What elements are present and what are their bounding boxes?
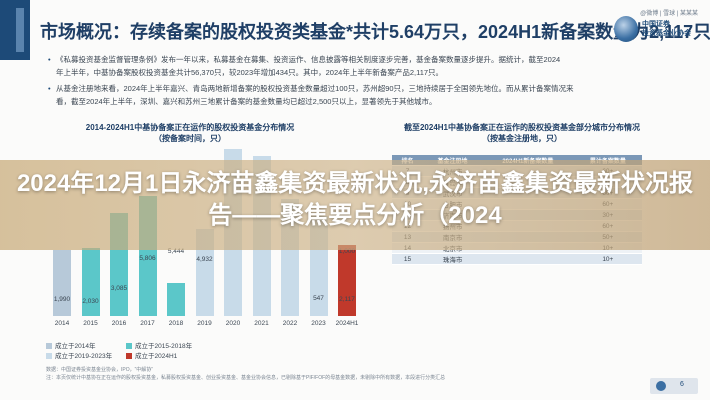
- legend-item-2014: 成立于2014年: [46, 340, 95, 350]
- bar-data-label: 1,000: [338, 248, 356, 255]
- page-title: 市场概况：存续备案的股权投资类基金*共计5.64万只，2024H1新备案数量为2…: [40, 22, 710, 42]
- bar-data-label: 2,117: [339, 296, 355, 303]
- right-chart-title-line-2: （按基金注册地，只）: [482, 134, 562, 143]
- table-cell: [482, 253, 574, 266]
- org-line-2: 投资基金业协会: [642, 30, 691, 37]
- bar: [338, 245, 356, 316]
- page-number: 6: [680, 381, 684, 388]
- legend-item-2024h1: 成立于2024H1: [126, 350, 177, 360]
- org-name: 中国证券 投资基金业协会: [642, 20, 691, 38]
- overlay-banner: [0, 160, 710, 250]
- left-chart-title: 2014-2024H1中基协备案正在运作的股权投资基金分布情况 （按备案时间，只…: [40, 122, 340, 144]
- summary-bullets: 《私募投资基金监督管理条例》发布一年以来，私募基金在募集、投资运作、信息披露等相…: [48, 54, 658, 108]
- bar-data-label: 547: [313, 295, 324, 302]
- bar-data-label: 3,085: [110, 285, 128, 292]
- bar: [195, 229, 214, 316]
- x-tick-label: 2021: [254, 320, 269, 327]
- bar: [81, 248, 100, 316]
- table-row: 15 珠海市 10+: [392, 253, 642, 266]
- page-number-badge: 6: [650, 378, 698, 394]
- legend-item-2015-2018: 成立于2015-2018年: [126, 340, 192, 350]
- footnote-note: 注：本页仅统计中基协在正在运作的股权投资基金，私募股权投资基金、创业投资基金、基…: [46, 375, 446, 381]
- x-tick-label: 2022: [282, 320, 298, 327]
- org-line-1: 中国证券: [642, 21, 670, 28]
- page-badge-icon: [656, 381, 666, 391]
- table-cell: 珠海市: [423, 253, 483, 266]
- brand-stripe: [16, 8, 24, 52]
- bullet-1: 《私募投资基金监督管理条例》发布一年以来，私募基金在募集、投资运作、信息披露等相…: [48, 54, 658, 67]
- x-tick-label: 2017: [140, 320, 155, 327]
- x-tick-label: 2020: [225, 320, 241, 327]
- left-chart-title-line-1: 2014-2024H1中基协备案正在运作的股权投资基金分布情况: [85, 123, 295, 132]
- bar: [53, 249, 71, 316]
- legend-item-2019-2023: 成立于2019-2023年: [46, 350, 112, 360]
- x-tick-label: 2015: [83, 320, 98, 327]
- bar-data-label: 2,030: [82, 298, 99, 305]
- table-cell: 10+: [573, 253, 642, 266]
- x-tick-label: 2016: [111, 320, 127, 327]
- x-tick-label: 2014: [54, 320, 70, 327]
- bar-data-label: 5,806: [139, 255, 156, 262]
- legend-swatch-icon: [46, 343, 52, 349]
- bullet-2: 从基金注册地来看，2024年上半年嘉兴、青岛两地新增备案的股权投资基金数量超过1…: [48, 83, 658, 96]
- legend-label: 成立于2015-2018年: [135, 343, 193, 350]
- x-tick-label: 2024H1: [335, 320, 359, 327]
- bullet-1-cont: 年上半年，中基协备案股权投资基金共计56,370只，较2023年增加434只。其…: [56, 67, 444, 77]
- bar-data-label: 1,990: [53, 296, 71, 303]
- legend-swatch-icon: [126, 343, 132, 349]
- bar-data-label: 4,932: [196, 256, 213, 263]
- bar-data-label: 5,444: [167, 248, 185, 255]
- footnotes: 数据：中国证券投资基金业协会，IPO，“中解协” 注：本页仅统计中基协在正在运作…: [46, 366, 646, 382]
- overlay-banner-text: 2024年12月1日永济苗鑫集资最新状况,永济苗鑫集资最新状况报告——聚焦要点分…: [16, 170, 694, 229]
- logo: @微博 | 雪球 | 某某某 中国证券 投资基金业协会: [612, 6, 698, 52]
- legend-swatch-icon: [46, 353, 52, 359]
- left-chart-title-line-2: （按备案时间，只）: [154, 134, 226, 143]
- table-cell: 15: [392, 253, 424, 266]
- legend-label: 成立于2024H1: [135, 353, 178, 360]
- x-tick-label: 2019: [197, 320, 212, 327]
- footnote-source: 数据：中国证券投资基金业协会，IPO，“中解协”: [46, 367, 153, 373]
- right-chart-title: 截至2024H1中基协备案正在运作的股权投资基金部分城市分布情况 （按基金注册地…: [372, 122, 672, 144]
- bar: [167, 282, 185, 316]
- right-chart-title-line-1: 截至2024H1中基协备案正在运作的股权投资基金部分城市分布情况: [403, 123, 641, 132]
- org-logo-icon: [614, 16, 638, 42]
- legend-swatch-icon: [126, 353, 132, 359]
- watermark: @微博 | 雪球 | 某某某: [640, 11, 698, 17]
- legend-label: 成立于2014年: [55, 343, 96, 350]
- x-tick-label: 2018: [168, 320, 184, 327]
- x-tick-label: 2023: [311, 320, 326, 327]
- bullet-2-cont: 看，截至2024年上半年，深圳、嘉兴和苏州三地累计备案的基金数量均已超过2,50…: [56, 96, 437, 106]
- brand-bar: [0, 0, 30, 60]
- legend-label: 成立于2019-2023年: [55, 353, 113, 360]
